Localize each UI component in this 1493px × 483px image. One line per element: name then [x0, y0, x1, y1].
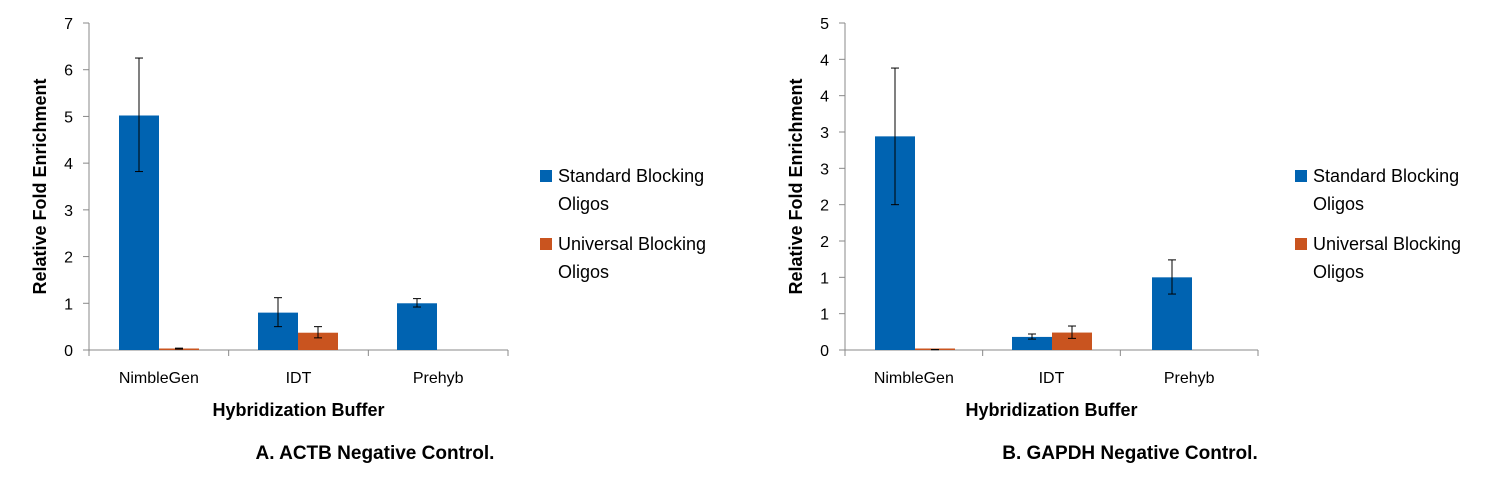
chart-b-y-tick-label: 2	[820, 234, 829, 251]
chart-a-y-tick-label: 7	[64, 16, 73, 33]
chart-a-error-bar	[274, 297, 282, 328]
chart-b-legend-item: Universal Blocking Oligos	[1295, 234, 1461, 282]
chart-a-y-tick-label: 5	[64, 109, 73, 126]
chart-b-bar	[1052, 332, 1092, 350]
chart-a: 0 1 2 3 4 5 6 7 NimbleGen IDT Prehyb Relative Fold …	[30, 16, 706, 464]
chart-a-y-tick-label: 2	[64, 250, 73, 267]
chart-a-y-tick-label: 6	[64, 63, 73, 80]
chart-a-y-tick-label: 1	[64, 296, 73, 313]
chart-b: 0 1 1 2 2 3 3 4 4 5 NimbleGen IDT Prehyb Relative Fol…	[786, 16, 1461, 464]
chart-b-y-tick-label: 0	[820, 343, 829, 360]
chart-b-legend-label: Standard Blocking	[1313, 166, 1459, 186]
chart-b-caption: B. GAPDH Negative Control.	[1002, 443, 1257, 464]
chart-b-y-tick-label: 5	[820, 16, 829, 33]
chart-b-x-axis-title: Hybridization Buffer	[965, 400, 1137, 420]
chart-a-y-tick-label: 3	[64, 203, 73, 220]
chart-a-error-bar	[135, 57, 143, 173]
chart-a-legend-item: Universal Blocking Oligos	[540, 234, 706, 282]
chart-b-legend-label: Oligos	[1313, 194, 1364, 214]
chart-a-legend-swatch	[540, 170, 552, 182]
chart-b-category-label: IDT	[1039, 370, 1065, 387]
chart-a-caption: A. ACTB Negative Control.	[256, 443, 495, 464]
chart-a-legend-label: Standard Blocking	[558, 166, 704, 186]
chart-a-error-bar	[314, 326, 322, 339]
chart-b-legend-label: Universal Blocking	[1313, 234, 1461, 254]
chart-b-category-label: Prehyb	[1164, 370, 1215, 387]
chart-a-error-bar	[413, 298, 421, 308]
chart-a-legend-swatch	[540, 238, 552, 250]
chart-a-bar	[298, 332, 338, 350]
chart-b-error-bar	[1068, 325, 1076, 339]
chart-a-legend-label: Universal Blocking	[558, 234, 706, 254]
chart-a-category-label: NimbleGen	[119, 370, 199, 387]
chart-a-category-label: Prehyb	[413, 370, 464, 387]
chart-a-y-axis-title: Relative Fold Enrichment	[30, 78, 50, 294]
chart-b-error-bar	[1168, 259, 1176, 295]
chart-a-y-tick-label: 4	[64, 156, 73, 173]
chart-b-y-tick-label: 1	[820, 270, 829, 287]
chart-b-legend-swatch	[1295, 238, 1307, 250]
chart-b-legend-label: Oligos	[1313, 262, 1364, 282]
chart-b-error-bar	[891, 67, 899, 206]
chart-a-legend-item: Standard Blocking Oligos	[540, 166, 704, 214]
chart-b-legend-swatch	[1295, 170, 1307, 182]
chart-a-x-axis-title: Hybridization Buffer	[212, 400, 384, 420]
chart-b-y-tick-label: 2	[820, 198, 829, 215]
chart-a-category-label: IDT	[286, 370, 312, 387]
chart-a-error-bar	[175, 347, 183, 350]
chart-b-legend-item: Standard Blocking Oligos	[1295, 166, 1459, 214]
chart-a-legend-label: Oligos	[558, 262, 609, 282]
chart-b-y-tick-label: 3	[820, 125, 829, 142]
chart-b-y-axis-title: Relative Fold Enrichment	[786, 78, 806, 294]
chart-b-error-bar	[1028, 333, 1036, 340]
chart-a-y-tick-label: 0	[64, 343, 73, 360]
chart-b-bar	[1012, 336, 1052, 350]
chart-b-y-tick-label: 4	[820, 89, 829, 106]
chart-b-y-tick-label: 1	[820, 307, 829, 324]
chart-a-legend-label: Oligos	[558, 194, 609, 214]
chart-b-y-tick-label: 4	[820, 52, 829, 69]
chart-b-category-label: NimbleGen	[874, 370, 954, 387]
chart-b-y-tick-label: 3	[820, 161, 829, 178]
chart-a-bar	[397, 303, 437, 350]
